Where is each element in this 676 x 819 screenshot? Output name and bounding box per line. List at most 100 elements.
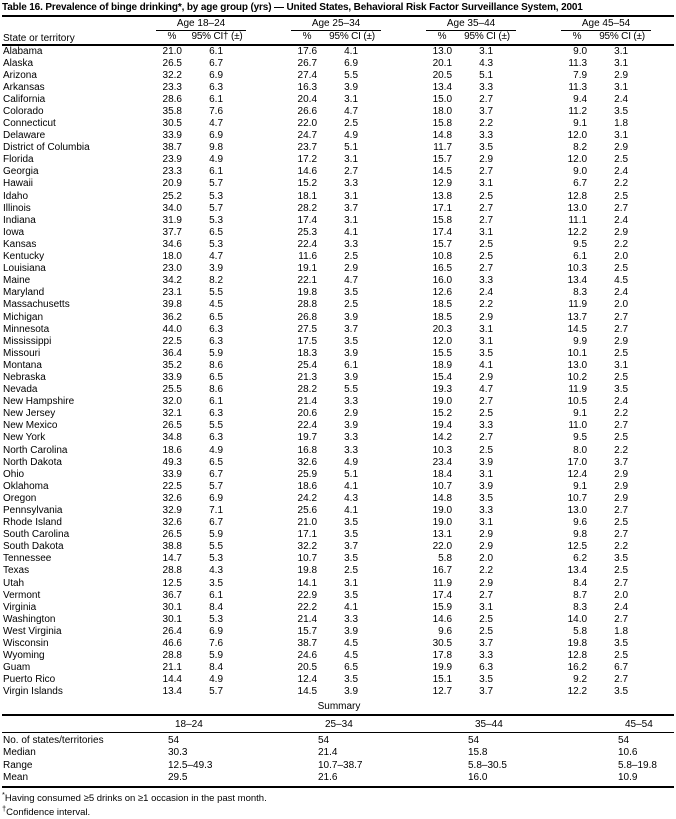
- column-spacer: [516, 662, 561, 674]
- ci-cell: 2.5: [479, 238, 494, 250]
- ci-cell: 6.7: [209, 468, 224, 480]
- ci-cell: 3.3: [479, 275, 494, 287]
- percent-cell: 20.9: [162, 178, 182, 190]
- percent-cell: 7.9: [573, 69, 588, 81]
- ci-cell: 6.7: [209, 517, 224, 529]
- column-spacer: [516, 469, 561, 481]
- percent-cell: 14.5: [297, 686, 318, 698]
- percent-cell: 16.8: [297, 444, 318, 456]
- ci-cell: 3.9: [344, 420, 359, 432]
- percent-cell: 32.2: [297, 541, 318, 553]
- column-spacer: [246, 94, 291, 106]
- column-spacer: [516, 650, 561, 662]
- column-spacer: [651, 614, 674, 626]
- ci-cell: 3.5: [479, 674, 494, 686]
- ci-cell: 3.3: [479, 130, 494, 142]
- column-spacer: [246, 43, 292, 58]
- percent-cell: 11.7: [433, 142, 453, 154]
- footnote-text: Having consumed ≥5 drinks on ≥1 occasion…: [4, 792, 267, 804]
- column-spacer: [381, 287, 426, 299]
- ci-cell: 3.5: [344, 335, 359, 347]
- ci-cell: 3.5: [479, 492, 494, 504]
- percent-cell: 20.6: [297, 408, 318, 420]
- ci-cell: 2.7: [614, 505, 629, 517]
- percent-cell: 11.9: [568, 299, 588, 311]
- column-spacer: [381, 457, 426, 469]
- column-spacer: [381, 360, 426, 372]
- ci-cell: 2.5: [614, 371, 629, 383]
- ci-cell: 4.9: [344, 130, 359, 142]
- column-spacer: [651, 336, 674, 348]
- percent-cell: 8.3: [573, 287, 588, 299]
- ci-cell: 2.4: [614, 93, 629, 105]
- ci-cell: 3.1: [479, 335, 494, 347]
- column-spacer: [516, 614, 561, 626]
- percent-cell: 19.7: [297, 432, 318, 444]
- column-spacer: [246, 396, 291, 408]
- summary-header-row: 18–24 25–34 35–44 45–54: [2, 715, 674, 733]
- column-spacer: [651, 445, 674, 457]
- state-cell: Kentucky: [3, 251, 45, 263]
- percent-cell: 11.9: [433, 577, 453, 589]
- percent-cell: 28.2: [297, 202, 318, 214]
- percent-cell: 18.3: [297, 347, 318, 359]
- column-spacer: [516, 553, 561, 565]
- footnote-marker: *: [2, 789, 5, 799]
- percent-cell: 33.9: [162, 468, 182, 480]
- percent-cell: 15.9: [432, 601, 453, 613]
- percent-cell: 44.0: [162, 323, 182, 335]
- ci-cell: 6.1: [344, 359, 359, 371]
- column-spacer: [246, 493, 291, 505]
- state-cell: New Jersey: [3, 408, 56, 420]
- state-cell: Maryland: [3, 287, 45, 299]
- ci-cell: 3.3: [344, 238, 359, 250]
- ci-cell: 2.9: [344, 408, 359, 420]
- percent-cell: 14.5: [567, 323, 588, 335]
- summary-row-label: No. of states/territories: [3, 734, 104, 746]
- column-spacer: [516, 106, 561, 118]
- ci-cell: 3.5: [614, 638, 629, 650]
- column-header-age-25-34: Age 25–34: [291, 16, 382, 31]
- percent-cell: 22.5: [162, 335, 182, 347]
- summary-value-cell: 10.7–38.7: [318, 759, 363, 771]
- percent-cell: 23.7: [297, 142, 318, 154]
- column-spacer: [381, 251, 426, 263]
- percent-cell: 21.0: [156, 43, 188, 58]
- column-spacer: [381, 541, 426, 553]
- summary-value-cell: 21.6: [318, 771, 338, 783]
- ci-cell: 2.7: [479, 166, 494, 178]
- column-spacer: [516, 154, 561, 166]
- ci-cell: 8.6: [209, 384, 224, 396]
- ci-cell: 2.9: [614, 480, 629, 492]
- percent-cell: 12.8: [567, 650, 588, 662]
- table-row: Alaska 26.5 6.7 26.7 6.9 20.1 4.3 11.3 3.1: [2, 58, 674, 70]
- column-spacer: [381, 94, 426, 106]
- summary-value-cell: 5.8–19.8: [618, 759, 657, 771]
- column-spacer: [516, 311, 561, 323]
- column-spacer: [651, 553, 674, 565]
- ci-cell: 6.7: [209, 57, 224, 69]
- percent-cell: 21.0: [297, 517, 318, 529]
- column-spacer: [516, 227, 561, 239]
- table-row: Tennessee 14.7 5.3 10.7 3.5 5.8 2.0 6.2 3.5: [2, 553, 674, 565]
- ci-cell: 3.3: [479, 505, 494, 517]
- column-spacer: [651, 70, 674, 82]
- column-spacer: [651, 215, 674, 227]
- percent-cell: 46.6: [162, 638, 182, 650]
- percent-cell: 22.0: [297, 118, 318, 130]
- percent-cell: 17.8: [432, 650, 453, 662]
- ci-cell: 2.7: [479, 263, 494, 275]
- percent-cell: 26.5: [162, 529, 182, 541]
- table-row: Maine 34.2 8.2 22.1 4.7 16.0 3.3 13.4 4.5: [2, 275, 674, 287]
- column-spacer: [246, 469, 291, 481]
- ci-cell: 2.9: [479, 371, 494, 383]
- summary-header-spacer: [2, 715, 156, 733]
- percent-cell: 22.0: [432, 541, 453, 553]
- column-spacer: [516, 602, 561, 614]
- footnote-marker: †: [2, 804, 7, 814]
- ci-cell: 2.2: [479, 565, 494, 577]
- column-spacer: [381, 142, 426, 154]
- table-row: Oklahoma 22.5 5.7 18.6 4.1 10.7 3.9 9.1 2.9: [2, 481, 674, 493]
- summary-table: 18–24 25–34 35–44 45–54 No. of states/te…: [2, 714, 674, 788]
- percent-cell: 36.7: [162, 589, 182, 601]
